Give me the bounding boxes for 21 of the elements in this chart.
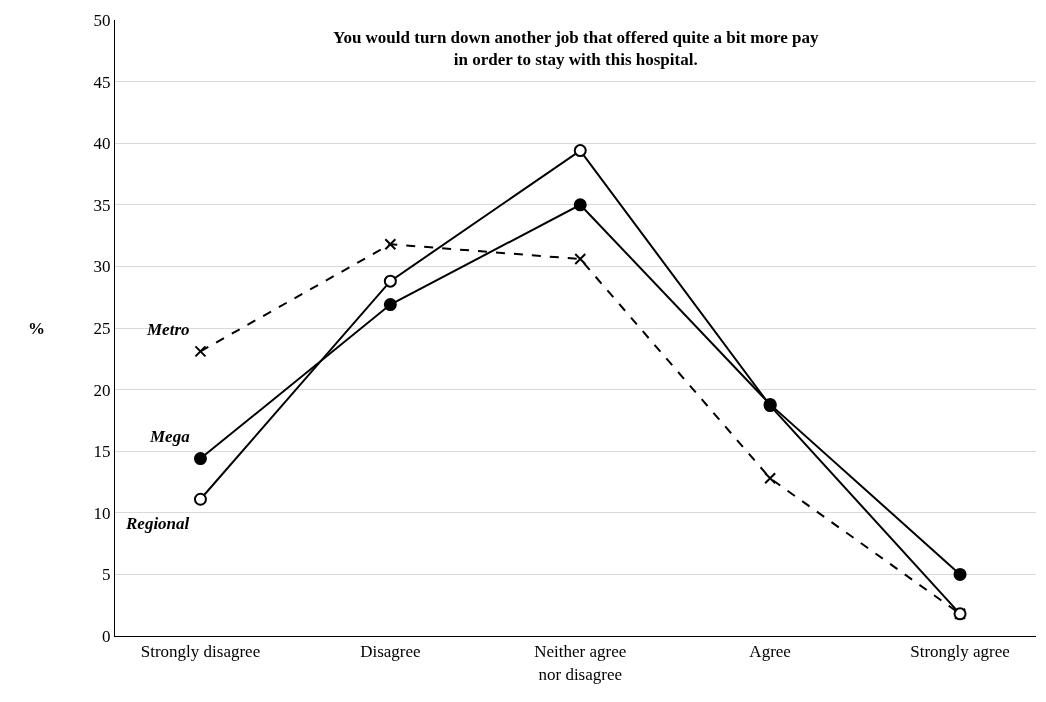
x-tick-label: Strongly agree: [910, 642, 1010, 662]
y-tick-label: 15: [93, 442, 111, 462]
y-tick-label: 45: [93, 72, 111, 92]
y-tick-label: 20: [93, 380, 111, 400]
series-label: Metro: [146, 320, 190, 339]
y-tick-label: 25: [93, 318, 111, 338]
x-tick-label: Strongly disagree: [140, 642, 261, 662]
y-tick-label: 10: [93, 503, 111, 523]
x-tick-label: Disagree: [360, 642, 421, 662]
x-tick-label: Agree: [749, 642, 791, 662]
text: You would turn down another job that offered quite a bit more pay in order to stay with this hospital.: [333, 28, 819, 70]
y-tick-label: 50: [93, 10, 111, 30]
y-tick-label: 30: [93, 257, 111, 277]
y-axis-title: %: [28, 319, 45, 338]
y-tick-label: 40: [93, 134, 111, 154]
series-label: Mega: [149, 427, 191, 446]
x-tick-label: Neither agree nor disagree: [534, 642, 627, 684]
y-tick-label: 35: [93, 195, 111, 215]
y-tick-label: 5: [102, 565, 111, 585]
series-label: Regional: [125, 514, 190, 533]
y-tick-label: 0: [102, 626, 111, 646]
